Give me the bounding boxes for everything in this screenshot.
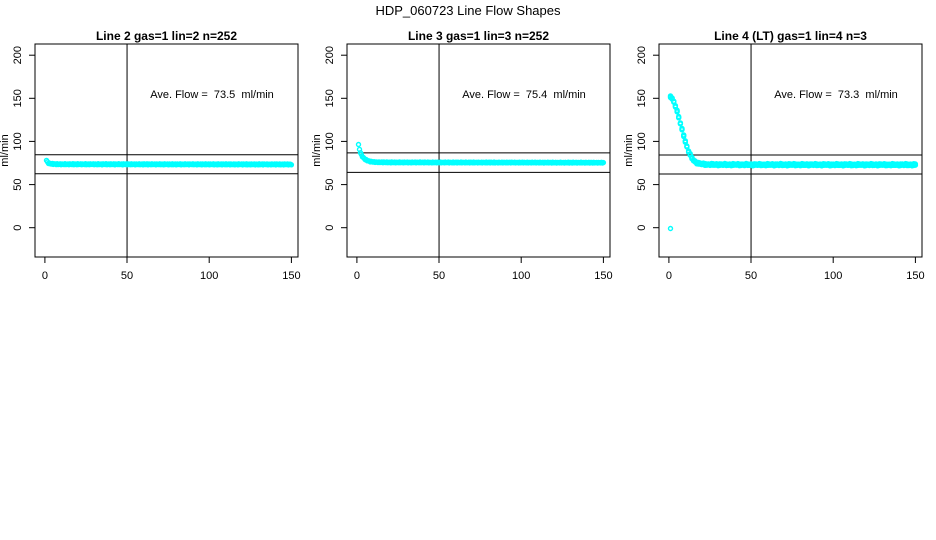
- y-tick-label: 0: [324, 225, 336, 231]
- x-tick-label: 150: [594, 270, 612, 282]
- reference-lines: [659, 44, 922, 257]
- plot-box: [34, 43, 299, 258]
- x-tick-label: 150: [282, 270, 300, 282]
- y-tick-label: 150: [324, 89, 336, 107]
- x-tick-label: 50: [745, 270, 757, 282]
- line-4-ave-flow-label: Ave. Flow = 73.3 ml/min: [774, 89, 898, 101]
- data-points: [355, 141, 607, 166]
- outlier-point: [667, 225, 674, 232]
- x-tick-label: 0: [42, 270, 48, 282]
- y-axis: 0 50 100 150 200 ml/min: [312, 46, 347, 231]
- data-point: [288, 162, 295, 168]
- plot-box: [346, 43, 611, 258]
- y-tick-label: 100: [636, 132, 648, 150]
- data-point: [679, 125, 685, 132]
- reference-lines: [347, 44, 610, 257]
- y-tick-label: 0: [12, 225, 24, 231]
- line-2-ave-flow-label: Ave. Flow = 73.5 ml/min: [150, 89, 274, 101]
- data-point: [681, 133, 687, 140]
- panel-line-3: Line 3 gas=1 lin=3 n=252 0 50 100 150 0 50 100…: [312, 22, 624, 292]
- data-points: [667, 93, 919, 232]
- y-tick-label: 200: [636, 46, 648, 64]
- panel-line-2: Line 2 gas=1 lin=2 n=252 0 50 100 150 0 50 100…: [0, 22, 312, 292]
- y-tick-label: 50: [324, 178, 336, 190]
- line-2-plot: 0 50 100 150 0 50 100 150 200 ml/min: [0, 43, 301, 282]
- data-point: [600, 159, 607, 166]
- y-axis-label: ml/min: [312, 134, 323, 166]
- line-4-plot: 0 50 100 150 0 50 100 150 200 ml/min: [624, 43, 925, 282]
- line-3-ave-flow-label: Ave. Flow = 75.4 ml/min: [462, 89, 586, 101]
- page-title: HDP_060723 Line Flow Shapes: [375, 3, 561, 18]
- x-tick-label: 100: [512, 270, 530, 282]
- data-point: [684, 143, 690, 150]
- x-tick-label: 150: [906, 270, 924, 282]
- data-point: [676, 115, 682, 121]
- x-axis: 0 50 100 150: [354, 257, 613, 282]
- panel-line-4: Line 4 (LT) gas=1 lin=4 n=3 0 50 100 150 0 50…: [624, 22, 936, 292]
- data-points: [43, 157, 295, 168]
- x-tick-label: 0: [666, 270, 672, 282]
- data-point: [687, 150, 693, 157]
- y-axis-label: ml/min: [624, 134, 635, 166]
- x-axis: 0 50 100 150: [666, 257, 925, 282]
- x-tick-label: 50: [121, 270, 133, 282]
- y-tick-label: 200: [12, 46, 24, 64]
- y-axis: 0 50 100 150 200 ml/min: [0, 46, 35, 231]
- plot-box: [658, 43, 923, 258]
- x-axis: 0 50 100 150: [42, 257, 301, 282]
- x-tick-label: 50: [433, 270, 445, 282]
- y-tick-label: 100: [12, 132, 24, 150]
- y-tick-label: 150: [636, 89, 648, 107]
- x-tick-label: 100: [824, 270, 842, 282]
- y-tick-label: 50: [12, 178, 24, 190]
- y-tick-label: 150: [12, 89, 24, 107]
- data-point: [912, 162, 919, 168]
- panel-line-4-title: Line 4 (LT) gas=1 lin=4 n=3: [714, 29, 867, 43]
- data-point: [355, 141, 362, 148]
- x-tick-label: 0: [354, 270, 360, 282]
- data-point: [677, 120, 684, 127]
- y-tick-label: 200: [324, 46, 336, 64]
- panel-line-2-title: Line 2 gas=1 lin=2 n=252: [95, 29, 238, 43]
- y-tick-label: 100: [324, 132, 336, 150]
- panel-line-3-title: Line 3 gas=1 lin=3 n=252: [407, 29, 550, 43]
- line-3-plot: 0 50 100 150 0 50 100 150 200 ml/min: [312, 43, 613, 282]
- data-point: [682, 138, 688, 144]
- y-tick-label: 0: [636, 225, 648, 231]
- data-point: [674, 107, 680, 113]
- y-tick-label: 50: [636, 178, 648, 190]
- x-tick-label: 100: [200, 270, 218, 282]
- data-point: [671, 98, 677, 105]
- y-axis-label: ml/min: [0, 134, 11, 166]
- y-axis: 0 50 100 150 200 ml/min: [624, 46, 659, 231]
- reference-lines: [35, 44, 298, 257]
